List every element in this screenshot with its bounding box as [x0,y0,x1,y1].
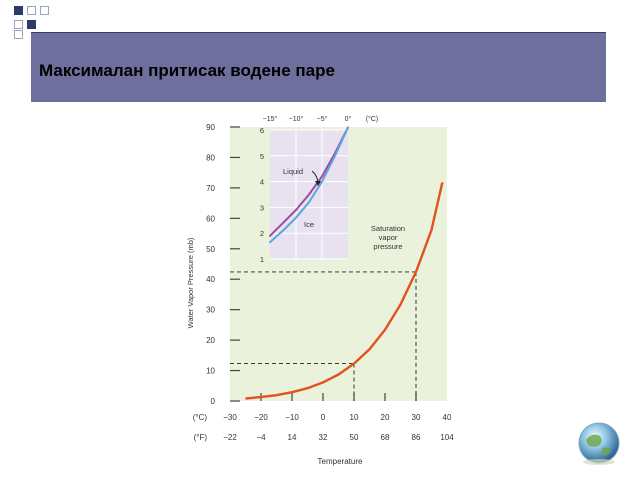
y-tick-label: 40 [206,275,215,284]
x-unit-celsius: (°C) [193,413,208,422]
x-tick-label-fahrenheit: 104 [440,433,454,442]
inset-x-tick-label: 0° [345,115,352,123]
deco-square [40,6,49,15]
y-tick-label: 30 [206,306,215,315]
inset-label-ice: Ice [304,220,314,229]
y-tick-label: 10 [206,367,215,376]
x-tick-label-fahrenheit: 14 [288,433,297,442]
x-tick-label-celsius: 20 [381,413,390,422]
inset-y-tick-label: 1 [260,255,264,264]
saturation-annotation: Saturation [371,224,405,233]
slide-title: Максималан притисак водене паре [39,61,335,80]
deco-square [27,6,36,15]
y-tick-label: 70 [206,184,215,193]
inset-x-unit: (°C) [366,115,379,123]
inset-x-tick-label: −5° [317,115,328,123]
globe-icon [578,422,620,465]
inset-label-liquid: Liquid [283,167,303,176]
x-tick-label-fahrenheit: 50 [350,433,359,442]
x-tick-label-celsius: −20 [254,413,268,422]
y-axis-title: Water Vapor Pressure (mb) [186,237,195,328]
y-tick-label: 90 [206,123,215,132]
x-tick-label-fahrenheit: −22 [223,433,237,442]
x-tick-label-celsius: 0 [321,413,326,422]
x-axis-title: Temperature [318,457,363,466]
deco-square [14,20,23,29]
corner-decoration [0,0,60,40]
x-tick-label-fahrenheit: 86 [412,433,421,442]
saturation-annotation: vapor [379,233,398,242]
x-tick-label-celsius: 40 [443,413,452,422]
x-unit-fahrenheit: (°F) [194,433,208,442]
y-tick-label: 80 [206,153,215,162]
deco-square [27,20,36,29]
x-tick-label-fahrenheit: −4 [256,433,266,442]
title-bar: Максималан притисак водене паре [31,32,606,102]
y-tick-label: 0 [211,397,216,406]
y-tick-label: 60 [206,214,215,223]
inset-y-tick-label: 2 [260,229,264,238]
x-tick-label-celsius: 30 [412,413,421,422]
inset-curve-liquid [269,126,349,237]
deco-square [14,30,23,39]
inset-y-tick-label: 4 [260,178,264,187]
x-tick-label-fahrenheit: 68 [381,433,390,442]
liquid-arrow-head [315,181,321,186]
x-tick-label-celsius: −30 [223,413,237,422]
inset-curve-ice [269,126,349,244]
inset-x-tick-label: −15° [263,115,278,123]
x-tick-label-celsius: −10 [285,413,299,422]
y-tick-label: 20 [206,336,215,345]
x-tick-label-celsius: 10 [350,413,359,422]
y-tick-label: 50 [206,245,215,254]
inset-y-tick-label: 5 [260,152,264,161]
inset-y-tick-label: 3 [260,203,264,212]
saturation-curve [245,182,444,400]
inset-x-tick-label: −10° [289,115,304,123]
saturation-annotation: pressure [373,242,402,251]
deco-square [14,6,23,15]
x-tick-label-fahrenheit: 32 [319,433,328,442]
inset-y-tick-label: 6 [260,126,264,135]
